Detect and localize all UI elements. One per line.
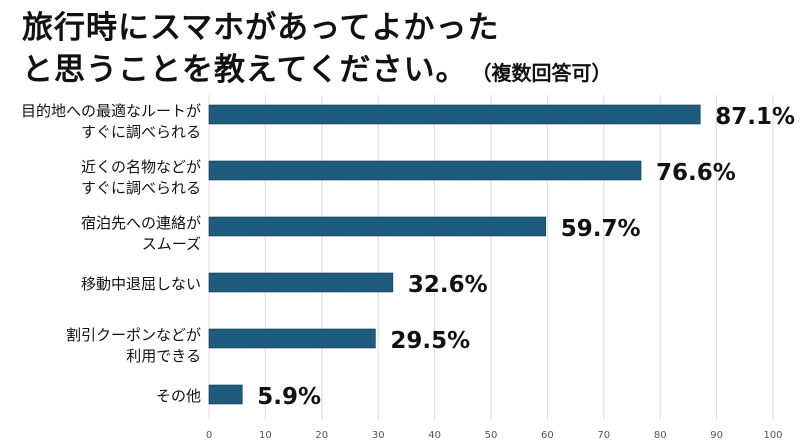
data-label: 76.6% xyxy=(656,160,736,186)
x-tick-label: 0 xyxy=(206,430,212,441)
x-tick-label: 80 xyxy=(654,430,667,441)
chart-title-line1: 旅行時にスマホがあってよかった xyxy=(22,10,500,46)
chart-title-line2: と思うことを教えてください。 （複数回答可） xyxy=(22,44,612,89)
category-label: 近くの名物などが xyxy=(81,158,201,176)
bar xyxy=(208,328,376,349)
category-label: 目的地への最適なルートが xyxy=(21,102,201,120)
x-tick-label: 90 xyxy=(710,430,723,441)
bar xyxy=(208,272,394,293)
data-label: 32.6% xyxy=(408,272,488,298)
x-tick-label: 50 xyxy=(485,430,498,441)
x-tick-label: 100 xyxy=(763,430,782,441)
x-tick-label: 10 xyxy=(259,430,272,441)
category-label: 割引クーポンなどが xyxy=(66,326,201,344)
x-tick-label: 60 xyxy=(541,430,554,441)
category-label: その他 xyxy=(156,387,201,405)
chart-title-line2-text: と思うことを教えてください。 xyxy=(22,52,468,88)
x-tick-label: 40 xyxy=(428,430,441,441)
category-label: すぐに調べられる xyxy=(81,179,201,197)
x-tick-label: 30 xyxy=(372,430,385,441)
x-tick-label: 20 xyxy=(315,430,328,441)
category-label: 移動中退屈しない xyxy=(81,275,201,293)
category-label: すぐに調べられる xyxy=(81,123,201,141)
bar xyxy=(208,160,642,181)
data-label: 5.9% xyxy=(257,384,321,410)
bar xyxy=(208,104,701,125)
data-label: 59.7% xyxy=(561,216,641,242)
category-label: 宿泊先への連絡が xyxy=(81,214,201,232)
category-label: スムーズ xyxy=(142,235,201,253)
chart-subtitle: （複数回答可） xyxy=(481,61,612,85)
bar xyxy=(208,384,243,405)
data-label: 29.5% xyxy=(390,328,470,354)
category-label: 利用できる xyxy=(126,347,201,365)
x-tick-label: 70 xyxy=(597,430,610,441)
data-label: 87.1% xyxy=(715,104,795,130)
bar xyxy=(208,216,547,237)
